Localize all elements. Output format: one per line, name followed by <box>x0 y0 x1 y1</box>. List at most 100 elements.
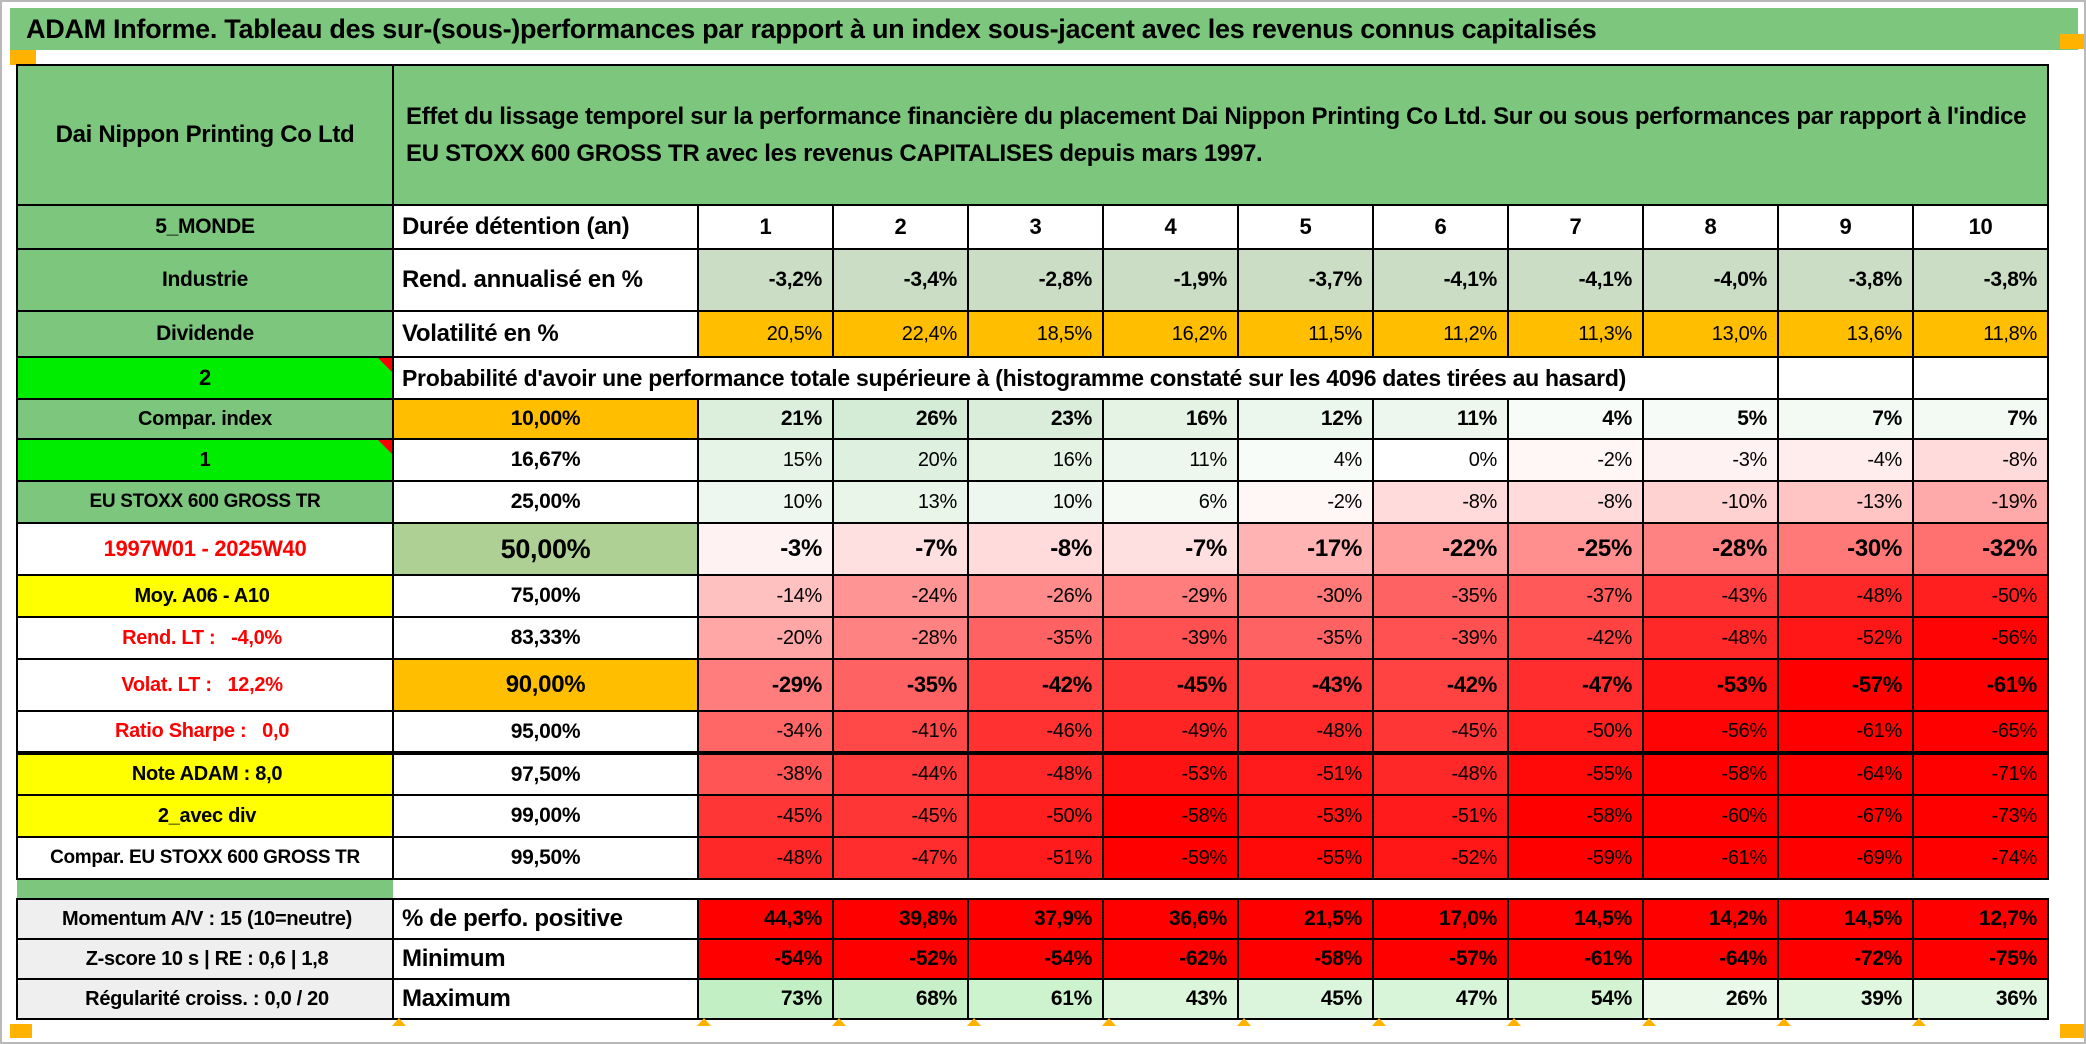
data-cell[interactable]: 21,5% <box>1237 898 1374 940</box>
row-label[interactable]: 5_MONDE <box>16 204 394 250</box>
data-cell[interactable]: -30% <box>1777 522 1914 576</box>
data-cell[interactable]: -59% <box>1507 836 1644 880</box>
threshold-cell[interactable]: 50,00% <box>392 522 699 576</box>
data-cell[interactable]: -10% <box>1642 480 1779 524</box>
data-cell[interactable]: -64% <box>1642 938 1779 980</box>
company-name[interactable]: Dai Nippon Printing Co Ltd <box>16 64 394 206</box>
data-cell[interactable]: -4% <box>1777 438 1914 482</box>
data-cell[interactable]: 10% <box>967 480 1104 524</box>
row-label[interactable]: Compar. EU STOXX 600 GROSS TR <box>16 836 394 880</box>
data-cell[interactable]: -3,8% <box>1777 248 1914 312</box>
row-label[interactable]: 2 <box>16 356 394 400</box>
data-cell[interactable]: -41% <box>832 710 969 754</box>
data-cell[interactable]: 21% <box>697 398 834 440</box>
data-cell[interactable]: 11,8% <box>1912 310 2049 358</box>
data-cell[interactable]: -29% <box>1102 574 1239 618</box>
data-cell[interactable]: 6% <box>1102 480 1239 524</box>
column-header[interactable]: 7 <box>1507 204 1644 250</box>
data-cell[interactable]: -71% <box>1912 751 2049 796</box>
data-cell[interactable]: 13% <box>832 480 969 524</box>
data-cell[interactable]: -45% <box>832 794 969 838</box>
data-cell[interactable]: -65% <box>1912 710 2049 754</box>
data-cell[interactable]: -2% <box>1237 480 1374 524</box>
empty-cell[interactable] <box>1777 356 1914 400</box>
data-cell[interactable]: -53% <box>1642 658 1779 712</box>
row-label[interactable]: Note ADAM : 8,0 <box>16 751 394 796</box>
data-cell[interactable]: -57% <box>1777 658 1914 712</box>
data-cell[interactable]: 12% <box>1237 398 1374 440</box>
data-cell[interactable]: -51% <box>1237 751 1374 796</box>
data-cell[interactable]: -49% <box>1102 710 1239 754</box>
data-cell[interactable]: -56% <box>1912 616 2049 660</box>
data-cell[interactable]: -3,4% <box>832 248 969 312</box>
data-cell[interactable]: -25% <box>1507 522 1644 576</box>
data-cell[interactable]: -8% <box>1507 480 1644 524</box>
data-cell[interactable]: -55% <box>1507 751 1644 796</box>
data-cell[interactable]: -7% <box>1102 522 1239 576</box>
row-label[interactable]: EU STOXX 600 GROSS TR <box>16 480 394 524</box>
row-label[interactable]: Industrie <box>16 248 394 312</box>
row-label[interactable]: Z-score 10 s | RE : 0,6 | 1,8 <box>16 938 394 980</box>
data-cell[interactable]: -4,1% <box>1507 248 1644 312</box>
column-header[interactable]: 1 <box>697 204 834 250</box>
data-cell[interactable]: -55% <box>1237 836 1374 880</box>
data-cell[interactable]: -48% <box>1237 710 1374 754</box>
threshold-cell[interactable]: 97,50% <box>392 751 699 796</box>
data-cell[interactable]: -48% <box>967 751 1104 796</box>
data-cell[interactable]: -47% <box>1507 658 1644 712</box>
data-cell[interactable]: -43% <box>1237 658 1374 712</box>
data-cell[interactable]: -51% <box>967 836 1104 880</box>
data-cell[interactable]: -42% <box>1372 658 1509 712</box>
data-cell[interactable]: -35% <box>832 658 969 712</box>
data-cell[interactable]: -39% <box>1102 616 1239 660</box>
row-metric-label[interactable]: Maximum <box>392 978 699 1020</box>
data-cell[interactable]: -28% <box>832 616 969 660</box>
data-cell[interactable]: -38% <box>697 751 834 796</box>
empty-cell[interactable] <box>1912 356 2049 400</box>
data-cell[interactable]: -58% <box>1237 938 1374 980</box>
data-cell[interactable]: -48% <box>697 836 834 880</box>
row-label[interactable]: Ratio Sharpe : 0,0 <box>16 710 394 754</box>
data-cell[interactable]: -46% <box>967 710 1104 754</box>
row-metric-label[interactable]: Rend. annualisé en % <box>392 248 699 312</box>
data-cell[interactable]: -52% <box>832 938 969 980</box>
data-cell[interactable]: -14% <box>697 574 834 618</box>
column-header[interactable]: 2 <box>832 204 969 250</box>
data-cell[interactable]: 14,2% <box>1642 898 1779 940</box>
data-cell[interactable]: -8% <box>967 522 1104 576</box>
data-cell[interactable]: 26% <box>832 398 969 440</box>
data-cell[interactable]: -64% <box>1777 751 1914 796</box>
data-cell[interactable]: -4,0% <box>1642 248 1779 312</box>
data-cell[interactable]: -35% <box>1372 574 1509 618</box>
data-cell[interactable]: 11,2% <box>1372 310 1509 358</box>
data-cell[interactable]: -8% <box>1912 438 2049 482</box>
data-cell[interactable]: -61% <box>1777 710 1914 754</box>
table-description[interactable]: Effet du lissage temporel sur la perform… <box>392 64 2049 206</box>
data-cell[interactable]: -54% <box>967 938 1104 980</box>
column-header[interactable]: 3 <box>967 204 1104 250</box>
data-cell[interactable]: 5% <box>1642 398 1779 440</box>
row-label[interactable]: 2_avec div <box>16 794 394 838</box>
data-cell[interactable]: 43% <box>1102 978 1239 1020</box>
data-cell[interactable]: -13% <box>1777 480 1914 524</box>
duration-header[interactable]: Durée détention (an) <box>392 204 699 250</box>
data-cell[interactable]: 14,5% <box>1777 898 1914 940</box>
data-cell[interactable]: 13,6% <box>1777 310 1914 358</box>
data-cell[interactable]: -39% <box>1372 616 1509 660</box>
row-label[interactable]: Dividende <box>16 310 394 358</box>
data-cell[interactable]: 44,3% <box>697 898 834 940</box>
data-cell[interactable]: -60% <box>1642 794 1779 838</box>
data-cell[interactable]: 7% <box>1912 398 2049 440</box>
data-cell[interactable]: 10% <box>697 480 834 524</box>
data-cell[interactable]: -75% <box>1912 938 2049 980</box>
threshold-cell[interactable]: 99,50% <box>392 836 699 880</box>
data-cell[interactable]: 15% <box>697 438 834 482</box>
data-cell[interactable]: -74% <box>1912 836 2049 880</box>
threshold-cell[interactable]: 95,00% <box>392 710 699 754</box>
row-metric-label[interactable]: Volatilité en % <box>392 310 699 358</box>
threshold-cell[interactable]: 10,00% <box>392 398 699 440</box>
data-cell[interactable]: -44% <box>832 751 969 796</box>
row-label[interactable]: 1997W01 - 2025W40 <box>16 522 394 576</box>
data-cell[interactable]: -3% <box>1642 438 1779 482</box>
data-cell[interactable]: -58% <box>1642 751 1779 796</box>
